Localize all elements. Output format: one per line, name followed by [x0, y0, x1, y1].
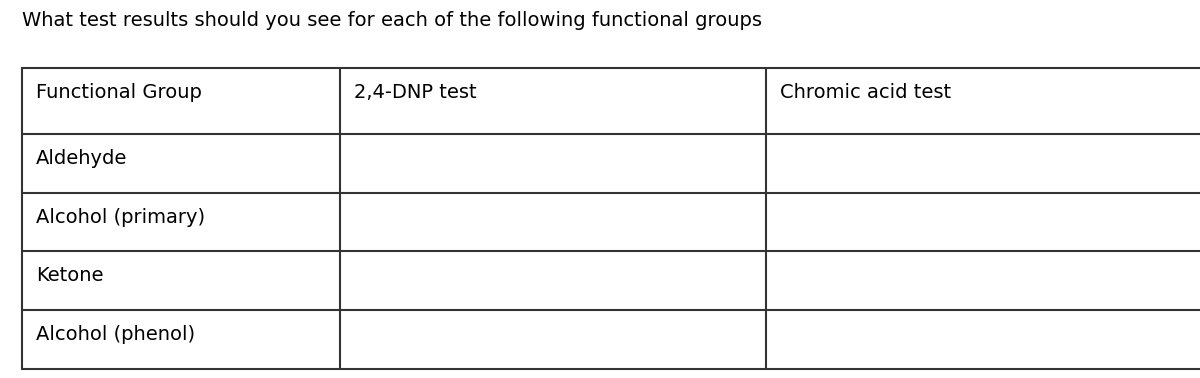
Text: Ketone: Ketone — [36, 266, 103, 285]
Text: 2,4-DNP test: 2,4-DNP test — [354, 83, 476, 102]
Text: Chromic acid test: Chromic acid test — [780, 83, 952, 102]
Text: Functional Group: Functional Group — [36, 83, 202, 102]
Text: Alcohol (primary): Alcohol (primary) — [36, 208, 205, 227]
Text: Alcohol (phenol): Alcohol (phenol) — [36, 325, 196, 344]
Text: Aldehyde: Aldehyde — [36, 149, 127, 168]
Bar — [22, 68, 1200, 369]
Text: What test results should you see for each of the following functional groups: What test results should you see for eac… — [22, 11, 762, 30]
